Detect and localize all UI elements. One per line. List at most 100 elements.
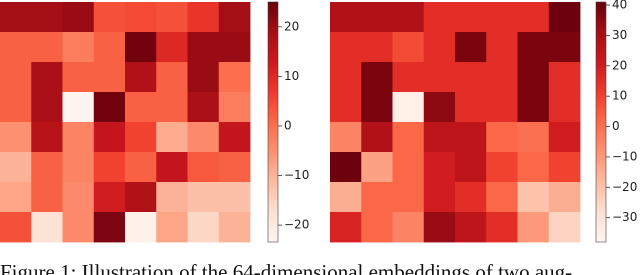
- colorbar-segment: [596, 128, 606, 132]
- heatmap-cell: [486, 122, 518, 153]
- heatmap-cell: [392, 62, 425, 93]
- colorbar-segment: [596, 176, 606, 180]
- colorbar-segment: [268, 68, 278, 72]
- heatmap-cell: [156, 92, 188, 123]
- colorbar-segment: [268, 2, 278, 6]
- heatmap-cell: [0, 92, 32, 123]
- colorbar-segment: [596, 140, 606, 144]
- colorbar-segment: [268, 110, 278, 114]
- colorbar-segment: [596, 14, 606, 18]
- colorbar-segment: [596, 158, 606, 162]
- colorbar-segment: [268, 50, 278, 54]
- heatmap-cell: [187, 32, 220, 63]
- heatmap-cell: [392, 92, 425, 123]
- caption: Figure 1: Illustration of the 64-dimensi…: [0, 260, 572, 275]
- colorbar-tick-label: 20: [284, 19, 299, 33]
- colorbar-segment: [596, 203, 606, 207]
- colorbar-segment: [268, 38, 278, 42]
- colorbar-segment: [596, 149, 606, 153]
- colorbar-segment: [596, 68, 606, 72]
- heatmap-cell: [62, 92, 95, 123]
- colorbar-segment: [596, 155, 606, 159]
- colorbar-segment: [596, 227, 606, 231]
- colorbar-segment: [268, 128, 278, 132]
- colorbar-segment: [596, 122, 606, 126]
- heatmap-cell: [330, 152, 362, 183]
- colorbar-segment: [268, 221, 278, 225]
- heatmap-cell: [0, 152, 32, 183]
- colorbar-segment: [596, 35, 606, 39]
- colorbar-segment: [596, 86, 606, 90]
- colorbar-tick-label: −20: [284, 218, 309, 232]
- heatmap-cell: [392, 2, 425, 33]
- heatmap-cell: [361, 212, 393, 243]
- heatmap-cell: [218, 152, 251, 183]
- heatmap-cell: [517, 122, 550, 153]
- colorbar-tick-label: 30: [612, 28, 627, 42]
- colorbar-segment: [268, 218, 278, 222]
- colorbar-segment: [268, 113, 278, 117]
- colorbar-segment: [268, 137, 278, 141]
- colorbar-segment: [596, 185, 606, 189]
- heatmap-cell: [125, 32, 157, 63]
- heatmap-cell: [455, 32, 487, 63]
- heatmap-cell: [156, 182, 188, 213]
- colorbar-segment: [268, 8, 278, 12]
- heatmap-cell: [0, 2, 32, 33]
- heatmap-cell: [423, 122, 456, 153]
- heatmap-cell: [93, 62, 126, 93]
- colorbar-segment: [268, 209, 278, 213]
- colorbar-segment: [268, 89, 278, 93]
- heatmap-cell: [423, 62, 456, 93]
- colorbar-segment: [268, 20, 278, 24]
- heatmap-cell: [0, 32, 32, 63]
- colorbar-segment: [596, 119, 606, 123]
- colorbar-segment: [268, 176, 278, 180]
- heatmap-cell: [62, 122, 95, 153]
- heatmap-cell: [218, 122, 251, 153]
- colorbar-segment: [268, 143, 278, 147]
- heatmap-cell: [486, 182, 518, 213]
- colorbar-segment: [268, 71, 278, 75]
- heatmap-cell: [486, 212, 518, 243]
- colorbar-segment: [596, 71, 606, 75]
- heatmap-cell: [392, 32, 425, 63]
- heatmap-cell: [31, 122, 63, 153]
- heatmap-cell: [548, 62, 581, 93]
- colorbar-segment: [268, 116, 278, 120]
- heatmap-cell: [93, 2, 126, 33]
- heatmap-cell: [187, 122, 220, 153]
- colorbar-segment: [268, 47, 278, 51]
- heatmap-cell: [31, 32, 63, 63]
- heatmap-cell: [125, 92, 157, 123]
- colorbar-segment: [596, 83, 606, 87]
- heatmap-cell: [93, 182, 126, 213]
- heatmap-cell: [423, 182, 456, 213]
- heatmap-cell: [455, 152, 487, 183]
- heatmap-cell: [455, 182, 487, 213]
- colorbar-segment: [596, 215, 606, 219]
- colorbar-segment: [268, 107, 278, 111]
- heatmap-cell: [455, 62, 487, 93]
- colorbar-segment: [268, 134, 278, 138]
- colorbar-segment: [596, 194, 606, 198]
- colorbar-segment: [268, 98, 278, 102]
- colorbar-segment: [268, 167, 278, 171]
- colorbar-segment: [596, 107, 606, 111]
- heatmap-cell: [62, 32, 95, 63]
- colorbar-tick-label: 10: [284, 69, 299, 83]
- colorbar-segment: [268, 215, 278, 219]
- heatmap-cell: [486, 32, 518, 63]
- colorbar-segment: [596, 44, 606, 48]
- colorbar-tick-label: 10: [612, 89, 627, 103]
- colorbar-segment: [268, 80, 278, 84]
- colorbar-segment: [596, 182, 606, 186]
- colorbar-segment: [268, 179, 278, 183]
- heatmap-cell: [548, 152, 581, 183]
- heatmap-cell: [156, 2, 188, 33]
- colorbar-tick-label: −10: [284, 168, 309, 182]
- heatmap-cell: [31, 2, 63, 33]
- colorbar-segment: [596, 173, 606, 177]
- colorbar-segment: [268, 227, 278, 231]
- heatmap-cell: [187, 212, 220, 243]
